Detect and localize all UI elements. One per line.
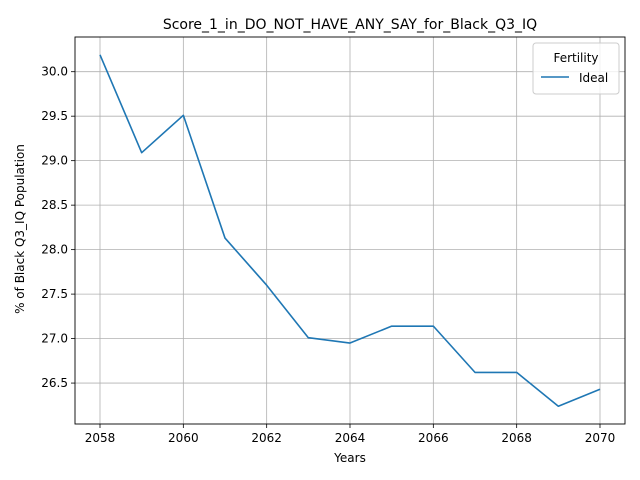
y-tick-label: 29.5	[41, 109, 68, 123]
chart-title: Score_1_in_DO_NOT_HAVE_ANY_SAY_for_Black…	[163, 17, 537, 33]
series-line	[99, 54, 601, 408]
y-tick-label: 30.0	[41, 65, 68, 79]
x-tick-label: 2066	[418, 431, 449, 445]
x-tick-label: 2062	[251, 431, 282, 445]
x-axis-label: Years	[333, 451, 366, 465]
x-tick-label: 2070	[585, 431, 616, 445]
y-tick-label: 28.0	[41, 243, 68, 257]
x-tick-label: 2058	[85, 431, 116, 445]
y-axis-label: % of Black Q3_IQ Population	[13, 144, 27, 314]
legend-title: Fertility	[553, 51, 598, 65]
legend-box	[532, 42, 620, 95]
x-ticks: 2058 2060 2062 2064 2066 2068 2070	[85, 424, 616, 445]
y-tick-label: 27.0	[41, 332, 68, 346]
legend-label: Ideal	[579, 71, 608, 85]
grid-lines	[75, 37, 625, 424]
x-tick-label: 2064	[335, 431, 366, 445]
y-tick-label: 29.0	[41, 154, 68, 168]
y-ticks: 26.5 27.0 27.5 28.0 28.5 29.0 29.5 30.0	[41, 65, 75, 390]
legend: Fertility Ideal	[532, 42, 620, 95]
y-tick-label: 26.5	[41, 376, 68, 390]
y-tick-label: 27.5	[41, 287, 68, 301]
x-tick-label: 2060	[168, 431, 199, 445]
y-tick-label: 28.5	[41, 198, 68, 212]
x-tick-label: 2068	[501, 431, 532, 445]
series-lines	[99, 54, 601, 408]
